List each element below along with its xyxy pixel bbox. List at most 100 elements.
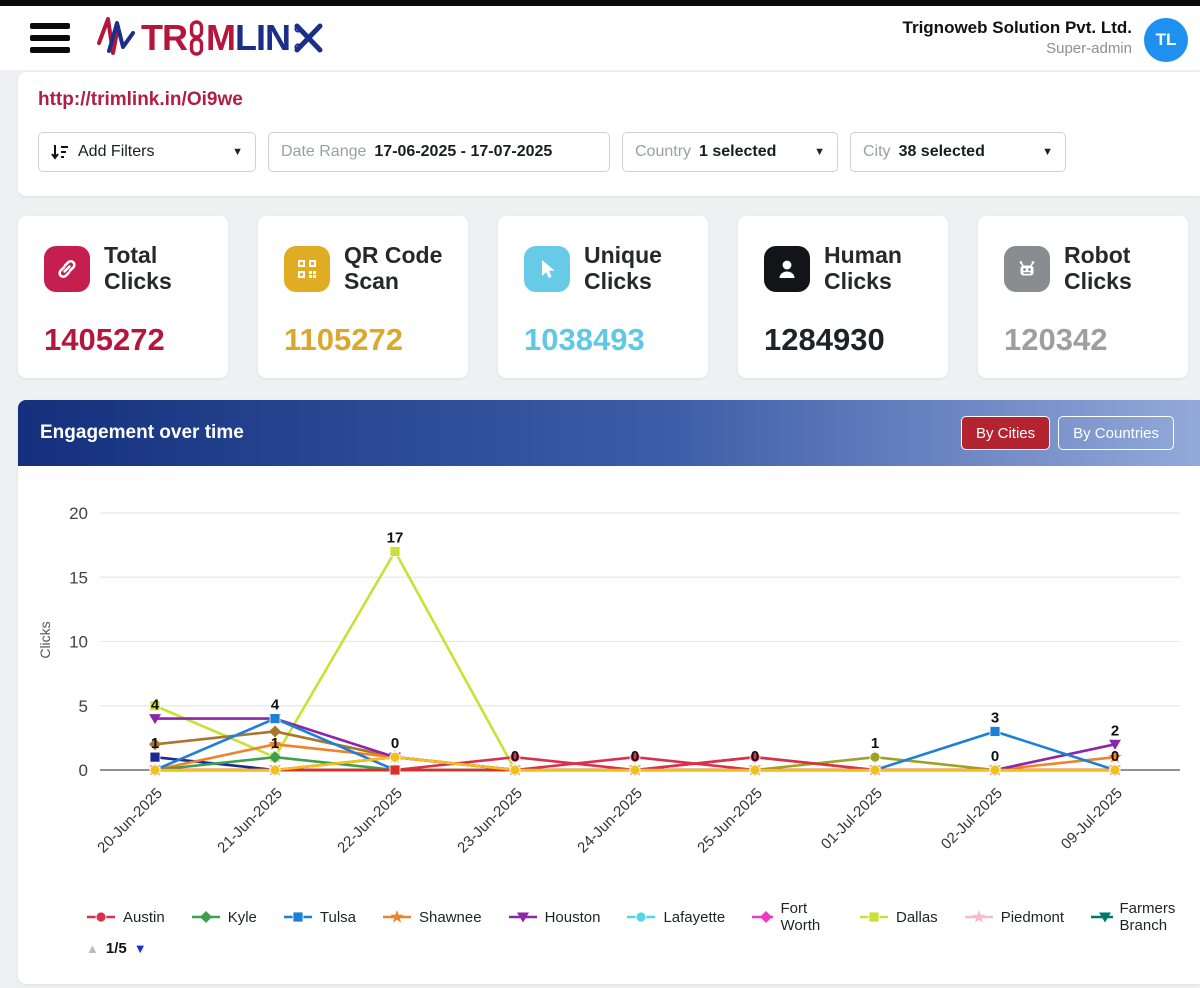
legend-item-houston[interactable]: Houston xyxy=(508,908,601,926)
legend-label: Piedmont xyxy=(1000,908,1065,926)
svg-text:1: 1 xyxy=(151,735,159,752)
link-icon xyxy=(44,246,90,292)
svg-text:02-Jul-2025: 02-Jul-2025 xyxy=(938,785,1006,853)
date-range-value: 17-06-2025 - 17-07-2025 xyxy=(374,143,553,160)
legend-marker-icon xyxy=(508,912,537,923)
robot-icon xyxy=(1004,246,1050,292)
stat-value: 120342 xyxy=(1004,322,1108,357)
filter-row: Add Filters ▼ Date Range 17-06-2025 - 17… xyxy=(38,132,1066,172)
svg-text:4: 4 xyxy=(271,697,280,714)
stat-value: 1038493 xyxy=(524,322,645,357)
svg-text:22-Jun-2025: 22-Jun-2025 xyxy=(334,785,406,857)
stat-value: 1405272 xyxy=(44,322,165,357)
stat-title: Unique Clicks xyxy=(584,242,662,295)
add-filters-dropdown[interactable]: Add Filters ▼ xyxy=(38,132,256,172)
avatar[interactable]: TL xyxy=(1144,18,1188,62)
legend-marker-icon xyxy=(627,911,656,923)
stat-card-unique-clicks: Unique Clicks 1038493 xyxy=(498,216,708,378)
navbar: TR M LIN xyxy=(0,6,1200,70)
stat-title: Total Clicks xyxy=(104,242,172,295)
country-label: Country xyxy=(635,143,692,160)
svg-text:0: 0 xyxy=(631,748,639,765)
legend-item-farmers-branch[interactable]: Farmers Branch xyxy=(1090,900,1200,934)
legend-marker-icon xyxy=(1091,912,1113,923)
brand-text: TR M LIN xyxy=(141,17,324,59)
engagement-panel: Engagement over time By Cities By Countr… xyxy=(18,400,1200,984)
stat-value: 1284930 xyxy=(764,322,885,357)
chart-series-dallas xyxy=(149,546,1121,776)
date-range-input[interactable]: Date Range 17-06-2025 - 17-07-2025 xyxy=(268,132,610,172)
svg-text:4: 4 xyxy=(151,697,160,714)
pulse-icon xyxy=(95,13,137,64)
svg-text:5: 5 xyxy=(79,697,88,716)
engagement-header: Engagement over time By Cities By Countr… xyxy=(18,400,1200,466)
legend-item-piedmont[interactable]: Piedmont xyxy=(964,909,1064,926)
stats-row: Total Clicks 1405272 QR Code Scan 1105272 Un… xyxy=(18,216,1200,378)
chevron-down-icon: ▼ xyxy=(1042,146,1053,158)
svg-text:2: 2 xyxy=(1111,722,1119,739)
city-dropdown[interactable]: City 38 selected ▼ xyxy=(850,132,1066,172)
legend-item-kyle[interactable]: Kyle xyxy=(191,909,257,926)
svg-text:0: 0 xyxy=(511,748,519,765)
svg-text:25-Jun-2025: 25-Jun-2025 xyxy=(694,785,766,857)
svg-text:0: 0 xyxy=(751,748,759,765)
engagement-tabs: By Cities By Countries xyxy=(960,416,1174,450)
chart-legend: Austin Kyle Tulsa Shawnee Houston Lafayette Fo… xyxy=(86,900,1200,934)
legend-label: Dallas xyxy=(896,908,938,926)
svg-text:0: 0 xyxy=(991,748,999,765)
legend-marker-icon xyxy=(860,911,888,923)
stat-card-total-clicks: Total Clicks 1405272 xyxy=(18,216,228,378)
svg-text:17: 17 xyxy=(387,530,404,547)
legend-marker-icon xyxy=(383,910,412,923)
stat-title: QR Code Scan xyxy=(344,242,443,295)
svg-text:0: 0 xyxy=(391,735,399,752)
sort-filter-icon xyxy=(51,143,69,161)
legend-item-fort-worth[interactable]: Fort Worth xyxy=(751,900,833,934)
legend-item-austin[interactable]: Austin xyxy=(86,909,165,926)
add-filters-label: Add Filters xyxy=(78,143,155,160)
legend-item-dallas[interactable]: Dallas xyxy=(859,909,938,926)
svg-text:23-Jun-2025: 23-Jun-2025 xyxy=(454,785,526,857)
legend-page-down-icon[interactable]: ▼ xyxy=(133,941,147,956)
legend-label: Lafayette xyxy=(663,908,726,926)
legend-marker-icon xyxy=(191,911,220,923)
legend-label: Shawnee xyxy=(419,908,482,926)
legend-label: Austin xyxy=(123,908,165,926)
legend-marker-icon xyxy=(752,911,774,923)
stat-card-human-clicks: Human Clicks 1284930 xyxy=(738,216,948,378)
legend-page-up-icon[interactable]: ▲ xyxy=(86,941,99,956)
svg-text:3: 3 xyxy=(991,709,999,726)
top-border xyxy=(0,0,1200,6)
svg-text:20-Jun-2025: 20-Jun-2025 xyxy=(94,785,166,857)
legend-marker-icon xyxy=(964,910,993,923)
stat-card-robot-clicks: Robot Clicks 120342 xyxy=(978,216,1188,378)
filters-card: http://trimlink.in/Oi9we Add Filters ▼ D… xyxy=(18,72,1200,196)
svg-text:15: 15 xyxy=(69,568,88,587)
legend-item-lafayette[interactable]: Lafayette xyxy=(626,909,725,926)
cursor-icon xyxy=(524,246,570,292)
legend-marker-icon xyxy=(283,911,312,923)
svg-text:0: 0 xyxy=(1111,748,1119,765)
country-dropdown[interactable]: Country 1 selected ▼ xyxy=(622,132,838,172)
svg-text:0: 0 xyxy=(79,761,88,780)
svg-text:01-Jul-2025: 01-Jul-2025 xyxy=(818,785,886,853)
svg-text:20: 20 xyxy=(69,504,88,523)
scissors-k-icon xyxy=(292,21,324,55)
legend-label: Houston xyxy=(544,908,601,926)
legend-item-shawnee[interactable]: Shawnee xyxy=(382,909,482,926)
hamburger-menu-icon[interactable] xyxy=(30,23,70,53)
short-url-link[interactable]: http://trimlink.in/Oi9we xyxy=(38,89,243,110)
person-icon xyxy=(764,246,810,292)
svg-text:09-Jul-2025: 09-Jul-2025 xyxy=(1058,785,1126,853)
brand-logo[interactable]: TR M LIN xyxy=(95,14,324,62)
by-countries-button[interactable]: By Countries xyxy=(1058,416,1174,450)
legend-label: Kyle xyxy=(227,908,257,926)
stat-card-qr-code-scan: QR Code Scan 1105272 xyxy=(258,216,468,378)
qr-code-icon xyxy=(284,246,330,292)
svg-text:10: 10 xyxy=(69,633,88,652)
legend-item-tulsa[interactable]: Tulsa xyxy=(283,909,356,926)
by-cities-button[interactable]: By Cities xyxy=(960,416,1051,450)
chart-series-unlabeled-15 xyxy=(149,751,1121,776)
user-role: Super-admin xyxy=(1046,40,1132,57)
